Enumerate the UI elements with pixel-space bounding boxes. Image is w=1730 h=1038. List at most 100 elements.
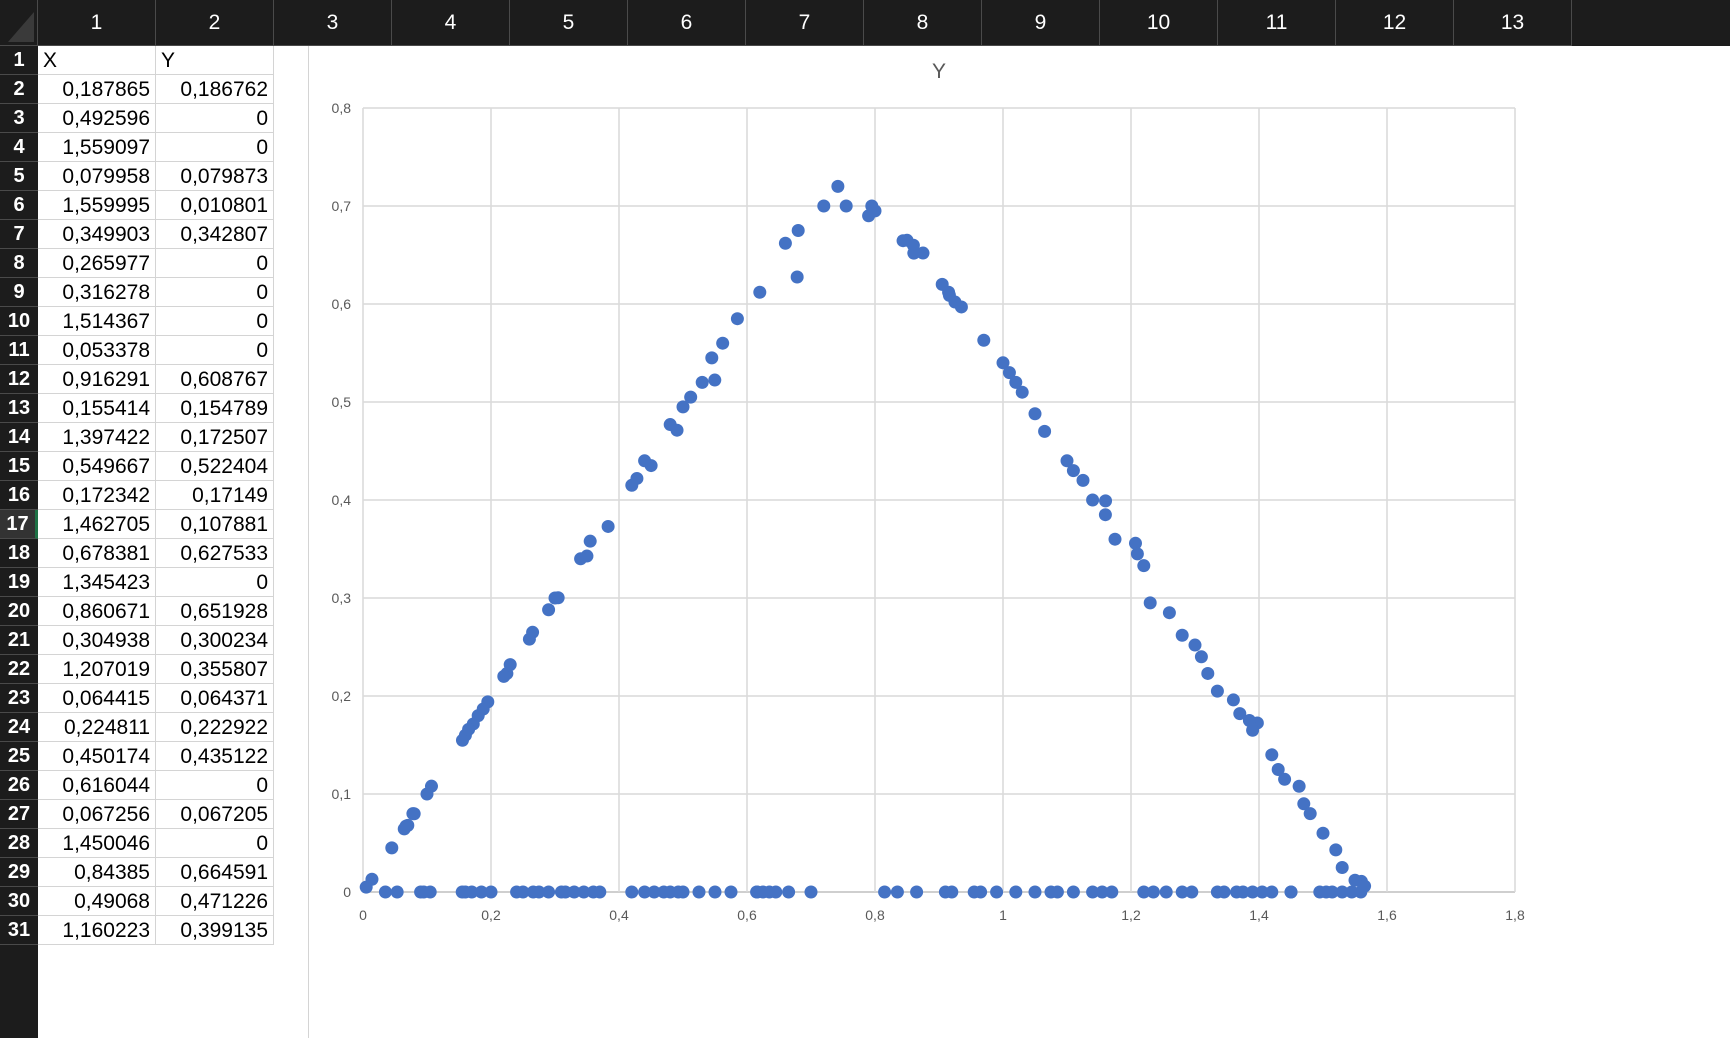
row-header-21[interactable]: 21 xyxy=(0,626,38,655)
row-header-12[interactable]: 12 xyxy=(0,365,38,394)
row-header-19[interactable]: 19 xyxy=(0,568,38,597)
row-header-17[interactable]: 17 xyxy=(0,510,38,539)
cell-r11-c1[interactable]: 0,053378 xyxy=(38,336,156,365)
cell-r16-c1[interactable]: 0,172342 xyxy=(38,481,156,510)
cell-r12-c2[interactable]: 0,608767 xyxy=(156,365,274,394)
row-header-6[interactable]: 6 xyxy=(0,191,38,220)
cell-r17-c2[interactable]: 0,107881 xyxy=(156,510,274,539)
row-header-20[interactable]: 20 xyxy=(0,597,38,626)
row-header-4[interactable]: 4 xyxy=(0,133,38,162)
cell-r20-c1[interactable]: 0,860671 xyxy=(38,597,156,626)
column-header-7[interactable]: 7 xyxy=(746,0,864,46)
cell-r8-c1[interactable]: 0,265977 xyxy=(38,249,156,278)
cell-r9-c2[interactable]: 0 xyxy=(156,278,274,307)
cell-r1-c2[interactable]: Y xyxy=(156,46,274,75)
cell-r25-c2[interactable]: 0,435122 xyxy=(156,742,274,771)
row-header-15[interactable]: 15 xyxy=(0,452,38,481)
row-header-22[interactable]: 22 xyxy=(0,655,38,684)
cell-r21-c1[interactable]: 0,304938 xyxy=(38,626,156,655)
column-header-10[interactable]: 10 xyxy=(1100,0,1218,46)
row-header-13[interactable]: 13 xyxy=(0,394,38,423)
cell-r7-c2[interactable]: 0,342807 xyxy=(156,220,274,249)
cell-r21-c2[interactable]: 0,300234 xyxy=(156,626,274,655)
row-header-2[interactable]: 2 xyxy=(0,75,38,104)
row-header-28[interactable]: 28 xyxy=(0,829,38,858)
row-header-27[interactable]: 27 xyxy=(0,800,38,829)
cell-r1-c1[interactable]: X xyxy=(38,46,156,75)
cell-r17-c1[interactable]: 1,462705 xyxy=(38,510,156,539)
column-header-11[interactable]: 11 xyxy=(1218,0,1336,46)
cell-r19-c1[interactable]: 1,345423 xyxy=(38,568,156,597)
cell-r7-c1[interactable]: 0,349903 xyxy=(38,220,156,249)
cell-r9-c1[interactable]: 0,316278 xyxy=(38,278,156,307)
row-header-11[interactable]: 11 xyxy=(0,336,38,365)
cell-r23-c1[interactable]: 0,064415 xyxy=(38,684,156,713)
cell-r5-c1[interactable]: 0,079958 xyxy=(38,162,156,191)
cell-r3-c2[interactable]: 0 xyxy=(156,104,274,133)
cell-r27-c2[interactable]: 0,067205 xyxy=(156,800,274,829)
row-header-26[interactable]: 26 xyxy=(0,771,38,800)
cell-r14-c2[interactable]: 0,172507 xyxy=(156,423,274,452)
cell-r16-c2[interactable]: 0,17149 xyxy=(156,481,274,510)
cell-r25-c1[interactable]: 0,450174 xyxy=(38,742,156,771)
cell-r2-c2[interactable]: 0,186762 xyxy=(156,75,274,104)
cell-r31-c1[interactable]: 1,160223 xyxy=(38,916,156,945)
cell-r18-c2[interactable]: 0,627533 xyxy=(156,539,274,568)
row-header-25[interactable]: 25 xyxy=(0,742,38,771)
column-header-4[interactable]: 4 xyxy=(392,0,510,46)
cell-r2-c1[interactable]: 0,187865 xyxy=(38,75,156,104)
cell-r10-c1[interactable]: 1,514367 xyxy=(38,307,156,336)
row-header-14[interactable]: 14 xyxy=(0,423,38,452)
column-header-3[interactable]: 3 xyxy=(274,0,392,46)
cell-r10-c2[interactable]: 0 xyxy=(156,307,274,336)
cell-r29-c1[interactable]: 0,84385 xyxy=(38,858,156,887)
cell-r13-c2[interactable]: 0,154789 xyxy=(156,394,274,423)
cell-r26-c2[interactable]: 0 xyxy=(156,771,274,800)
cell-r29-c2[interactable]: 0,664591 xyxy=(156,858,274,887)
cell-r18-c1[interactable]: 0,678381 xyxy=(38,539,156,568)
cell-r28-c1[interactable]: 1,450046 xyxy=(38,829,156,858)
column-header-12[interactable]: 12 xyxy=(1336,0,1454,46)
cell-r28-c2[interactable]: 0 xyxy=(156,829,274,858)
cell-r15-c2[interactable]: 0,522404 xyxy=(156,452,274,481)
cell-r22-c1[interactable]: 1,207019 xyxy=(38,655,156,684)
cell-r20-c2[interactable]: 0,651928 xyxy=(156,597,274,626)
cell-r6-c2[interactable]: 0,010801 xyxy=(156,191,274,220)
cell-r19-c2[interactable]: 0 xyxy=(156,568,274,597)
row-header-10[interactable]: 10 xyxy=(0,307,38,336)
cell-r4-c2[interactable]: 0 xyxy=(156,133,274,162)
row-header-7[interactable]: 7 xyxy=(0,220,38,249)
row-header-24[interactable]: 24 xyxy=(0,713,38,742)
cell-r4-c1[interactable]: 1,559097 xyxy=(38,133,156,162)
cell-r11-c2[interactable]: 0 xyxy=(156,336,274,365)
cell-r23-c2[interactable]: 0,064371 xyxy=(156,684,274,713)
row-header-30[interactable]: 30 xyxy=(0,887,38,916)
cell-r3-c1[interactable]: 0,492596 xyxy=(38,104,156,133)
row-header-5[interactable]: 5 xyxy=(0,162,38,191)
cell-r13-c1[interactable]: 0,155414 xyxy=(38,394,156,423)
row-header-3[interactable]: 3 xyxy=(0,104,38,133)
row-header-29[interactable]: 29 xyxy=(0,858,38,887)
cell-r5-c2[interactable]: 0,079873 xyxy=(156,162,274,191)
column-header-13[interactable]: 13 xyxy=(1454,0,1572,46)
row-header-31[interactable]: 31 xyxy=(0,916,38,945)
cell-r14-c1[interactable]: 1,397422 xyxy=(38,423,156,452)
row-header-18[interactable]: 18 xyxy=(0,539,38,568)
select-all-corner[interactable] xyxy=(0,0,38,46)
column-header-1[interactable]: 1 xyxy=(38,0,156,46)
cell-r24-c1[interactable]: 0,224811 xyxy=(38,713,156,742)
scatter-chart[interactable]: Y 0 0,1 0,2 0,3 0,4 0,5 0,6 0,7 0,8 0 0,2 0,4 0,6 0,8 1… xyxy=(308,46,1730,1038)
cell-r26-c1[interactable]: 0,616044 xyxy=(38,771,156,800)
row-header-8[interactable]: 8 xyxy=(0,249,38,278)
column-header-5[interactable]: 5 xyxy=(510,0,628,46)
cell-r6-c1[interactable]: 1,559995 xyxy=(38,191,156,220)
cell-r27-c1[interactable]: 0,067256 xyxy=(38,800,156,829)
row-header-23[interactable]: 23 xyxy=(0,684,38,713)
row-header-16[interactable]: 16 xyxy=(0,481,38,510)
row-header-1[interactable]: 1 xyxy=(0,46,38,75)
column-header-9[interactable]: 9 xyxy=(982,0,1100,46)
cell-r24-c2[interactable]: 0,222922 xyxy=(156,713,274,742)
column-header-8[interactable]: 8 xyxy=(864,0,982,46)
column-header-6[interactable]: 6 xyxy=(628,0,746,46)
cell-r15-c1[interactable]: 0,549667 xyxy=(38,452,156,481)
